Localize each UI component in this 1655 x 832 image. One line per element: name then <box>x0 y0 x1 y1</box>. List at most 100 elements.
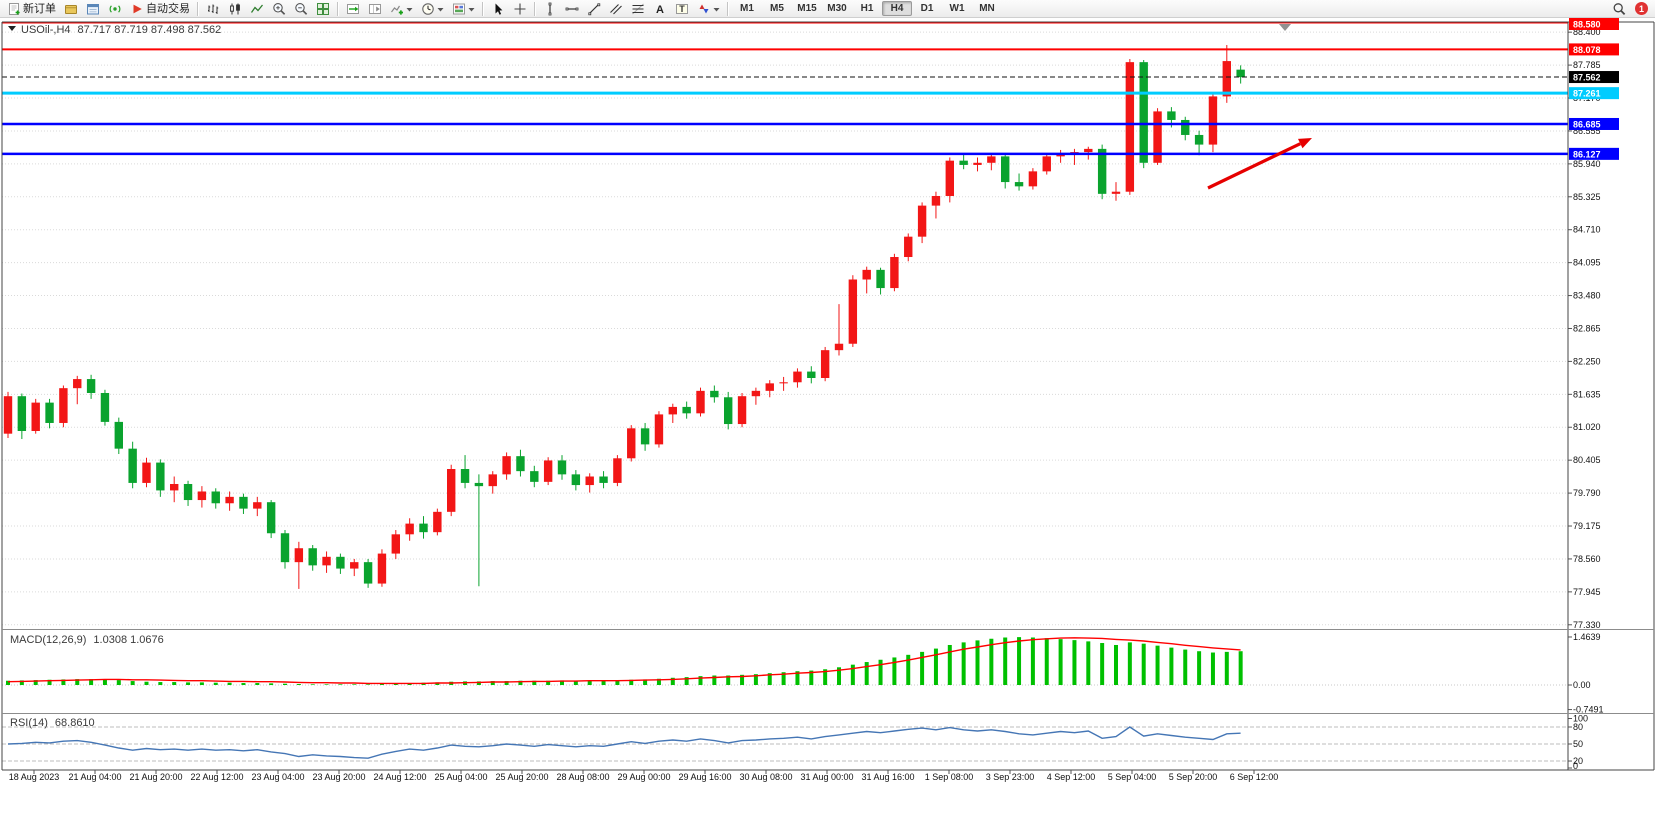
bar-chart-mode-button[interactable] <box>202 0 224 18</box>
timeframe-m30-button[interactable]: M30 <box>827 3 847 14</box>
timeframe-m1-button[interactable]: M1 <box>740 3 754 14</box>
candle-body <box>931 195 941 206</box>
chart-shift-button[interactable] <box>364 0 386 18</box>
arrow-annotation-head[interactable] <box>1298 138 1312 149</box>
zoom-out-button[interactable] <box>290 0 312 18</box>
text-button[interactable]: A <box>649 0 671 18</box>
timeframe-h1-button[interactable]: H1 <box>860 3 874 14</box>
tile-icon <box>317 2 329 15</box>
rsi-axis-label: 0 <box>1573 761 1578 771</box>
candle-chart-mode-button[interactable] <box>224 0 246 18</box>
rsi-axis-label: 50 <box>1573 739 1583 749</box>
tile-windows-button[interactable] <box>312 0 334 18</box>
macd-label: MACD(12,26,9) 1.0308 1.0676 <box>10 634 164 646</box>
notifications-badge[interactable]: 1 <box>1635 2 1648 15</box>
crosshair-button[interactable] <box>509 0 531 18</box>
candle-body <box>405 523 414 535</box>
candle-body <box>862 269 871 280</box>
chart-symbol-period: USOil-,H4 <box>21 24 71 36</box>
svg-text:T: T <box>679 3 685 13</box>
candle-body <box>1236 69 1245 78</box>
candle-body <box>17 396 27 431</box>
timeframe-h4-button[interactable]: H4 <box>882 1 912 16</box>
candle-body <box>156 462 165 491</box>
time-axis-label: 31 Aug 00:00 <box>800 772 853 782</box>
text-label-button[interactable]: T <box>671 0 693 18</box>
toolbar: 新订单 自动交易 A T M1 M5 M15 M30 H1 H4 D1 W1 MN 1 <box>0 0 1655 18</box>
auto-trading-button[interactable]: 自动交易 <box>126 0 194 18</box>
candle-body <box>613 458 622 483</box>
price-tag-label: 86.127 <box>1573 149 1601 159</box>
macd-signal-line <box>7 637 1241 685</box>
candle-body <box>1001 156 1010 183</box>
arrow-objects-button[interactable] <box>693 0 724 18</box>
candle-body <box>447 469 456 512</box>
chart-area[interactable]: 88.40087.78587.17086.55585.94085.32584.7… <box>0 18 1655 832</box>
dropdown-caret-icon <box>468 7 475 11</box>
candle-body <box>1056 154 1065 157</box>
candle-body <box>1194 134 1204 145</box>
fibonacci-retracement-button[interactable] <box>627 0 649 18</box>
indicators-button[interactable] <box>386 0 417 18</box>
candle-body <box>890 257 899 289</box>
candle-body <box>336 556 345 569</box>
line-chart-mode-button[interactable] <box>246 0 268 18</box>
new-order-button[interactable]: 新订单 <box>3 0 60 18</box>
chart-expander-icon[interactable] <box>8 26 16 31</box>
macd-values: 1.0308 1.0676 <box>93 634 163 646</box>
price-tag <box>1569 117 1619 130</box>
profiles-button[interactable] <box>60 0 82 18</box>
candle-body <box>100 392 110 422</box>
candle-body <box>793 371 802 383</box>
bars-icon <box>208 4 219 14</box>
autoscroll-icon <box>347 3 359 14</box>
vline-icon <box>548 2 552 15</box>
candle-body <box>724 397 733 425</box>
auto-scroll-button[interactable] <box>342 0 364 18</box>
chart-title: USOil-,H4 87.717 87.719 87.498 87.562 <box>21 24 221 36</box>
chart-shift-marker-icon[interactable] <box>1279 24 1291 31</box>
candle-body <box>654 414 664 445</box>
signals-button[interactable] <box>104 0 126 18</box>
timeframe-w1-button[interactable]: W1 <box>949 3 965 14</box>
price-tag <box>1569 43 1619 56</box>
zoom-in-button[interactable] <box>268 0 290 18</box>
window-icon <box>87 3 99 14</box>
price-axis-label: 86.555 <box>1573 126 1601 136</box>
time-axis-label: 3 Sep 23:00 <box>986 772 1035 782</box>
templates-button[interactable] <box>448 0 479 18</box>
search-button[interactable] <box>1608 0 1630 18</box>
price-axis-label: 81.635 <box>1573 389 1601 399</box>
candle-body <box>45 402 54 423</box>
arrow-annotation-line[interactable] <box>1207 142 1301 190</box>
timeframe-d1-button[interactable]: D1 <box>920 3 934 14</box>
toolbar-separator <box>534 1 536 16</box>
candle-body <box>820 350 830 378</box>
candle-body <box>363 562 373 584</box>
time-axis-label: 29 Aug 16:00 <box>678 772 731 782</box>
profiles-icon <box>65 4 77 14</box>
toolbar-separator <box>337 1 339 16</box>
time-axis-label: 5 Sep 20:00 <box>1169 772 1218 782</box>
equidistant-channel-button[interactable] <box>605 0 627 18</box>
candle-body <box>959 160 968 165</box>
price-axis-label: 85.325 <box>1573 192 1601 202</box>
chart-ohlc-values: 87.717 87.719 87.498 87.562 <box>78 24 222 36</box>
periods-button[interactable] <box>417 0 448 18</box>
timeframe-m15-button[interactable]: M15 <box>797 3 817 14</box>
vertical-line-button[interactable] <box>539 0 561 18</box>
timeframe-mn-button[interactable]: MN <box>979 3 995 14</box>
price-tag-label: 88.580 <box>1573 20 1601 30</box>
candle-body <box>599 476 608 483</box>
rsi-value: 68.8610 <box>55 717 95 729</box>
candle-body <box>668 406 677 415</box>
trend-line-button[interactable] <box>583 0 605 18</box>
horizontal-line-button[interactable] <box>561 0 583 18</box>
cursor-button[interactable] <box>487 0 509 18</box>
template-icon <box>453 3 465 14</box>
candle-body <box>114 421 123 449</box>
market-watch-button[interactable] <box>82 0 104 18</box>
candle-body <box>1222 61 1231 97</box>
timeframe-m5-button[interactable]: M5 <box>770 3 784 14</box>
candle-body <box>197 491 207 501</box>
